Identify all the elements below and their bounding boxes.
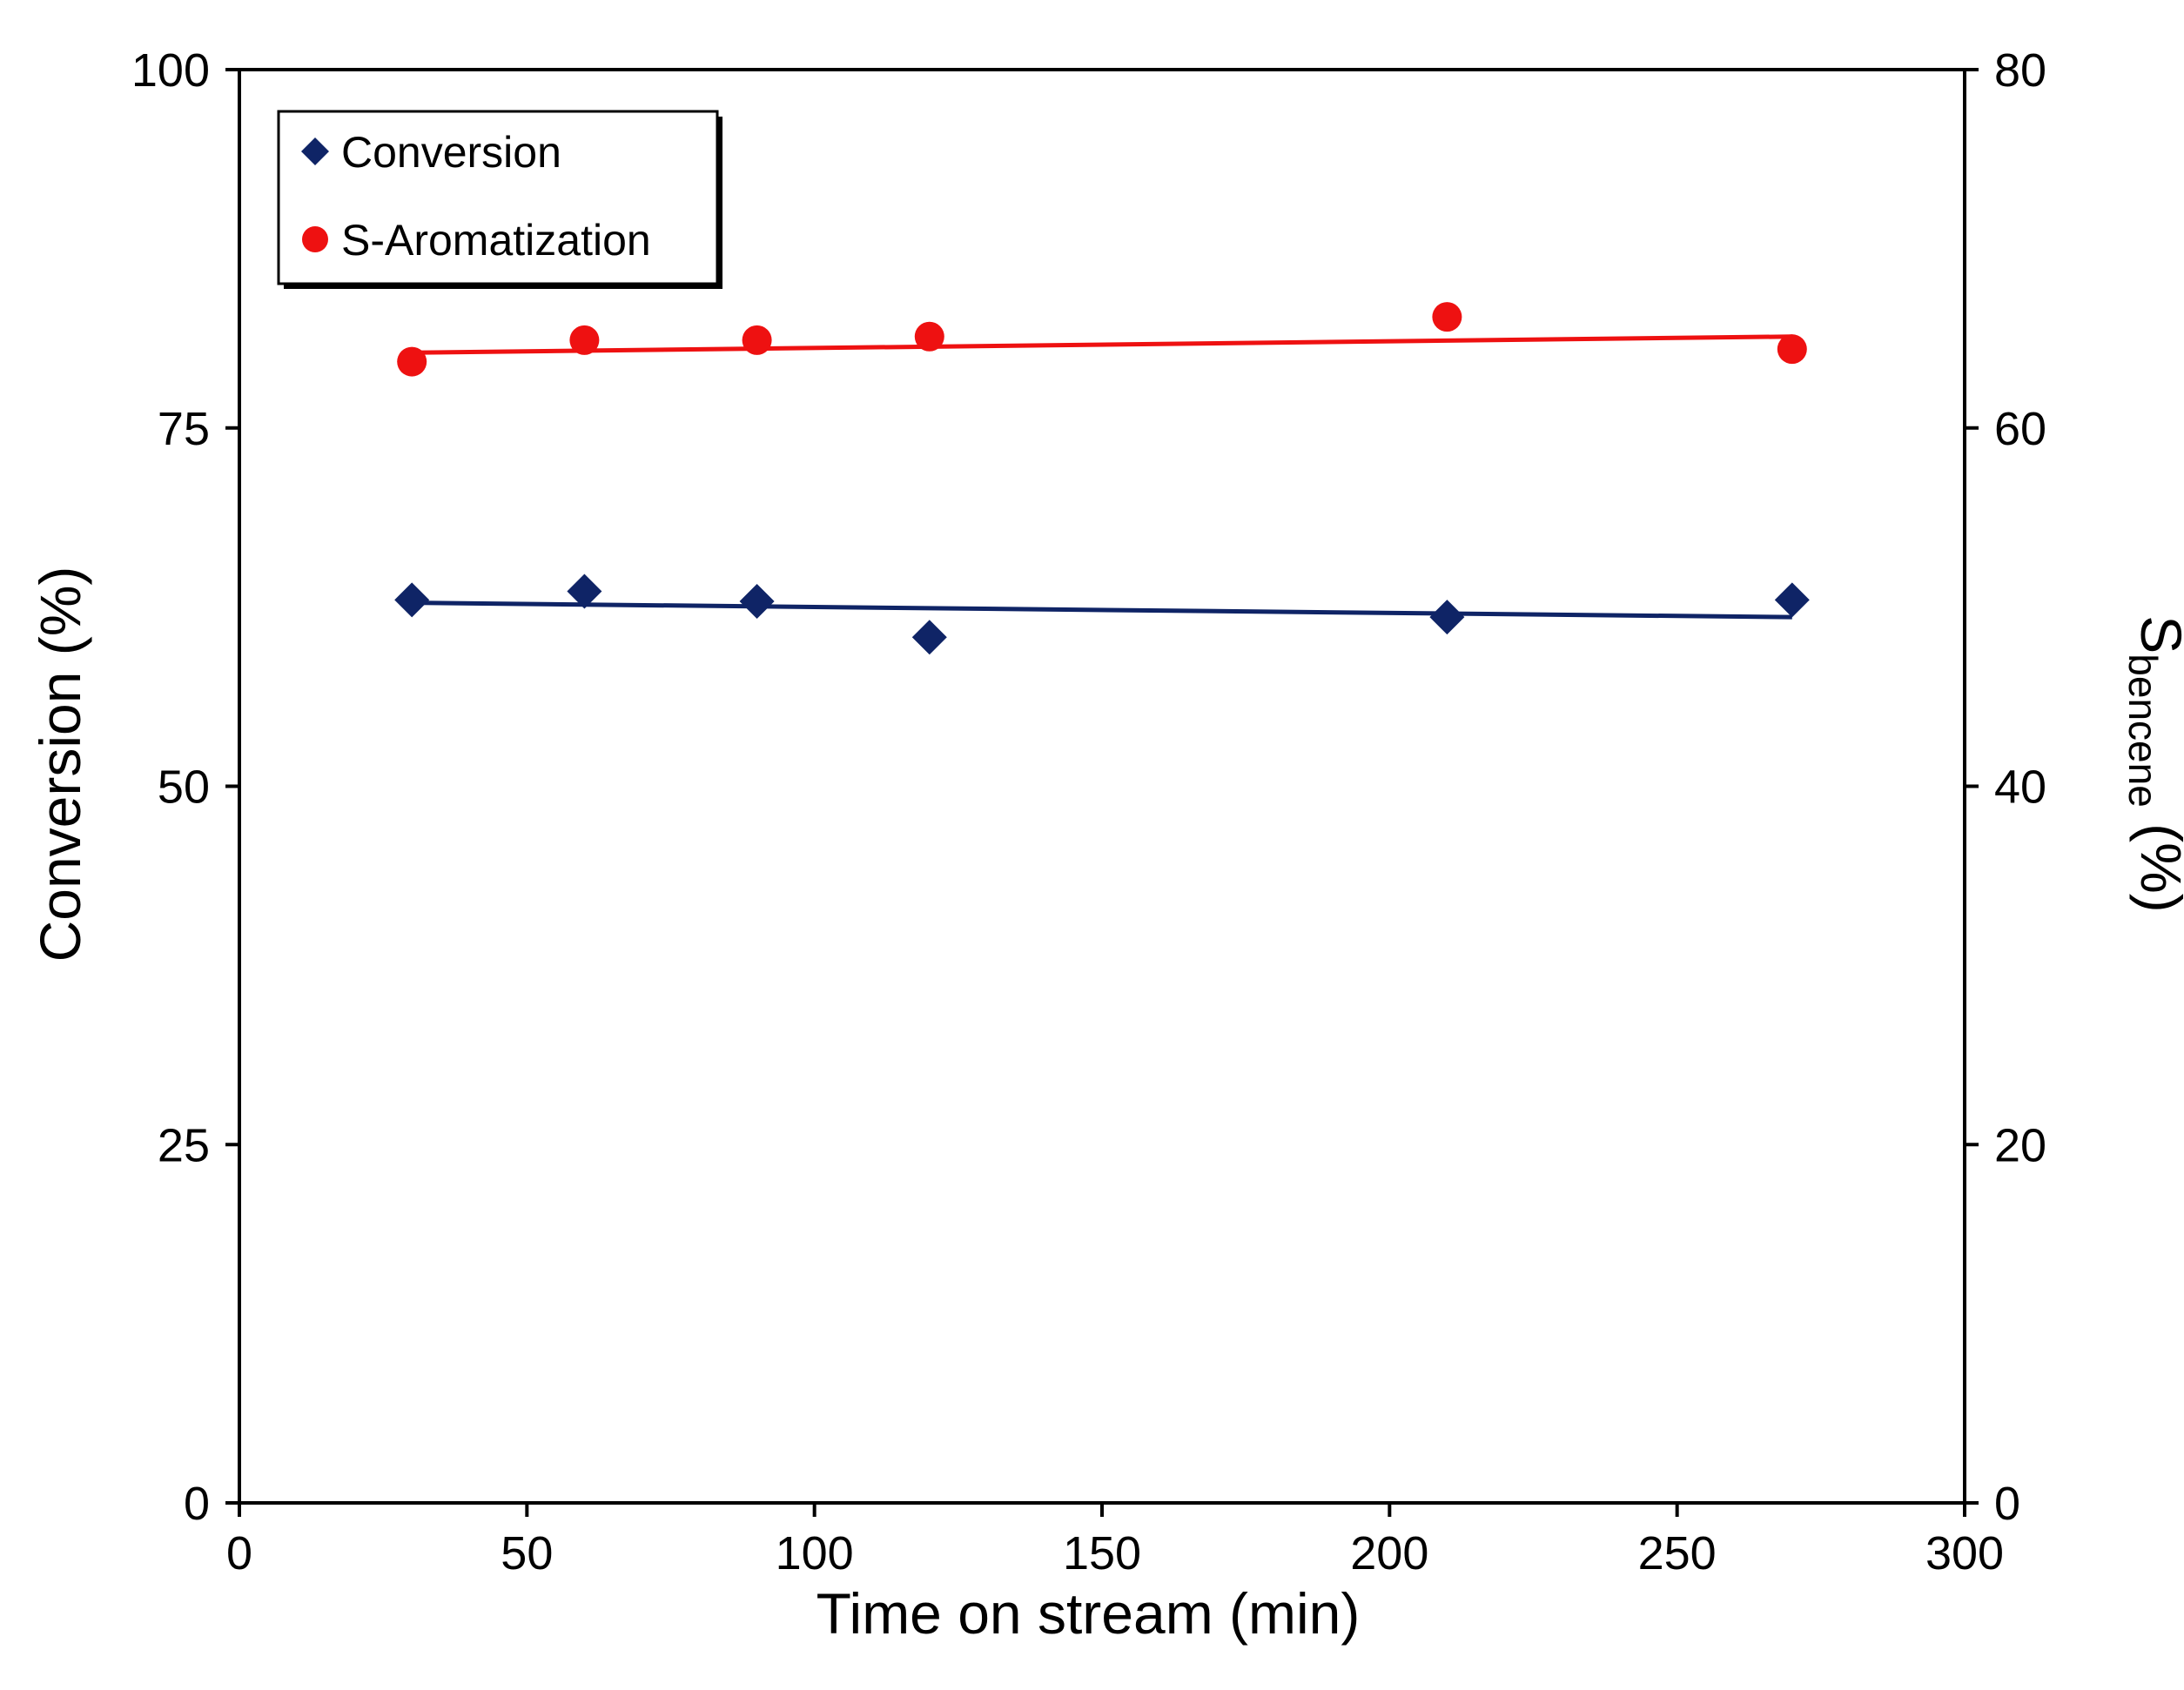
x-tick-label: 50 xyxy=(501,1527,553,1579)
trendline-s-aromatization xyxy=(412,334,1792,355)
point-conversion xyxy=(739,584,775,620)
legend-marker-conversion xyxy=(301,137,329,165)
data-markers xyxy=(394,302,1810,655)
y-right-tick-label: 40 xyxy=(1994,761,2046,814)
y-left-tick-label: 100 xyxy=(131,44,210,97)
legend-marker-s-aromatization xyxy=(302,226,328,252)
y-axis-right-title: Sbencene (%) xyxy=(2120,615,2184,913)
x-tick-label: 0 xyxy=(226,1527,252,1579)
point-conversion xyxy=(394,582,430,618)
point-conversion xyxy=(567,573,602,609)
point-s-aromatization xyxy=(914,321,944,352)
x-axis-title: Time on stream (min) xyxy=(816,1581,1361,1646)
point-s-aromatization xyxy=(1777,334,1807,365)
y-left-tick-label: 50 xyxy=(158,761,210,814)
y-axis-right-title-main: S xyxy=(2129,615,2184,654)
y-axis-left-title: Conversion (%) xyxy=(28,567,92,962)
x-tick-label: 150 xyxy=(1063,1527,1141,1579)
point-s-aromatization xyxy=(742,325,772,355)
point-conversion xyxy=(911,620,947,655)
y-right-tick-label: 80 xyxy=(1994,44,2046,97)
y-left-tick-label: 0 xyxy=(184,1478,210,1530)
y-axis-right-title-subscript: bencene xyxy=(2120,654,2166,808)
trendlines xyxy=(412,334,1792,620)
x-tick-label: 300 xyxy=(1925,1527,2004,1579)
legend-box xyxy=(277,110,719,285)
x-tick-label: 100 xyxy=(776,1527,854,1579)
x-tick-label: 200 xyxy=(1350,1527,1428,1579)
point-s-aromatization xyxy=(569,325,600,355)
legend-label-conversion: Conversion xyxy=(341,128,561,177)
y-right-tick-label: 20 xyxy=(1994,1119,2046,1171)
legend: Conversion S-Aromatization xyxy=(277,110,722,289)
point-s-aromatization xyxy=(1432,302,1462,332)
point-conversion xyxy=(1774,582,1810,618)
trendline-conversion xyxy=(412,600,1792,620)
legend-label-s-aromatization: S-Aromatization xyxy=(341,216,651,265)
y-left-tick-label: 75 xyxy=(158,403,210,455)
point-s-aromatization xyxy=(397,346,427,377)
point-conversion xyxy=(1429,600,1465,635)
y-right-tick-label: 60 xyxy=(1994,403,2046,455)
tick-marks xyxy=(225,68,1979,1517)
x-tick-label: 250 xyxy=(1638,1527,1717,1579)
y-right-tick-label: 0 xyxy=(1994,1478,2020,1530)
y-left-tick-label: 25 xyxy=(158,1119,210,1171)
y-axis-right-title-suffix: (%) xyxy=(2129,808,2184,913)
